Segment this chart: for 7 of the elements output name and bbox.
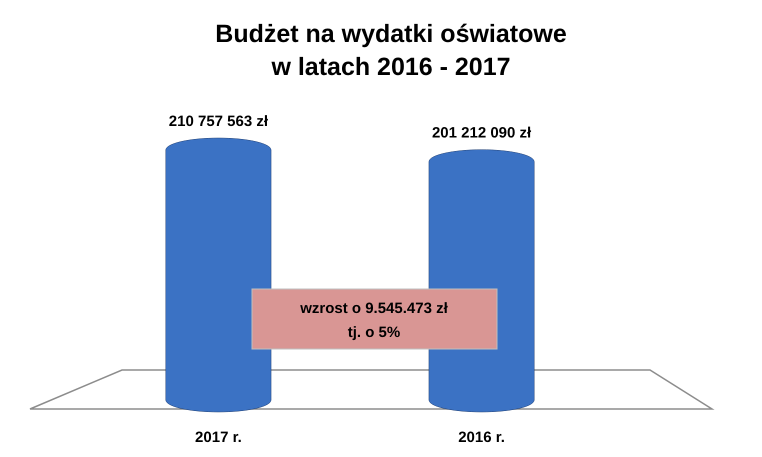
annotation: wzrost o 9.545.473 zł tj. o 5% xyxy=(299,300,449,341)
data-label: 210 757 563 zł xyxy=(168,113,269,130)
x-tick-label: 2016 r. xyxy=(458,429,505,446)
chart-title: Budżet na wydatki oświatowe w latach 2016 - 2017 xyxy=(215,20,567,81)
data-label: 201 212 090 zł xyxy=(432,124,532,142)
x-tick-label: 2017 r. xyxy=(195,429,242,446)
note-box: wzrost o 9.545.473 zł tj. o 5% xyxy=(252,288,498,350)
